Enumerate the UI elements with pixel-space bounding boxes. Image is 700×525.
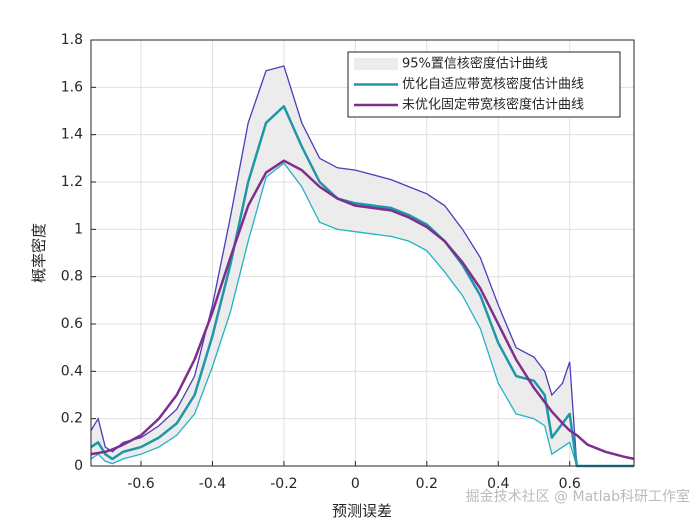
y-tick-label: 1.6 bbox=[61, 79, 83, 95]
legend-swatch bbox=[354, 58, 398, 70]
band-lower bbox=[90, 162, 634, 467]
y-tick-label: 0.4 bbox=[61, 363, 83, 379]
y-tick-label: 0.2 bbox=[61, 411, 83, 427]
legend-label: 未优化固定带宽核密度估计曲线 bbox=[402, 97, 584, 113]
y-tick-label: 1 bbox=[74, 221, 83, 237]
line bbox=[90, 159, 635, 461]
x-tick-label: -0.6 bbox=[127, 476, 154, 492]
confidence-band bbox=[91, 66, 634, 467]
y-tick-label: 0 bbox=[74, 458, 83, 474]
y-axis-label: 概率密度 bbox=[30, 223, 48, 283]
legend-label: 优化自适应带宽核密度估计曲线 bbox=[402, 76, 584, 92]
x-tick-label: -0.2 bbox=[270, 476, 297, 492]
y-tick-label: 1.8 bbox=[61, 32, 83, 48]
y-tick-label: 1.2 bbox=[61, 174, 83, 190]
y-tick-label: 0.8 bbox=[61, 269, 83, 285]
axes-box bbox=[90, 39, 635, 467]
x-tick-label: 0 bbox=[351, 476, 360, 492]
watermark: 掘金技术社区 @ Matlab科研工作室 bbox=[466, 488, 690, 505]
x-tick-label: 0.4 bbox=[487, 476, 509, 492]
x-tick-label: 0.2 bbox=[416, 476, 438, 492]
band-upper bbox=[90, 65, 634, 467]
x-axis-label: 预测误差 bbox=[332, 502, 392, 520]
y-tick-label: 1.4 bbox=[61, 127, 83, 143]
legend-label: 95%置信核密度估计曲线 bbox=[402, 56, 548, 72]
x-tick-label: -0.4 bbox=[199, 476, 226, 492]
y-tick-label: 0.6 bbox=[61, 316, 83, 332]
x-tick-label: 0.6 bbox=[559, 476, 581, 492]
